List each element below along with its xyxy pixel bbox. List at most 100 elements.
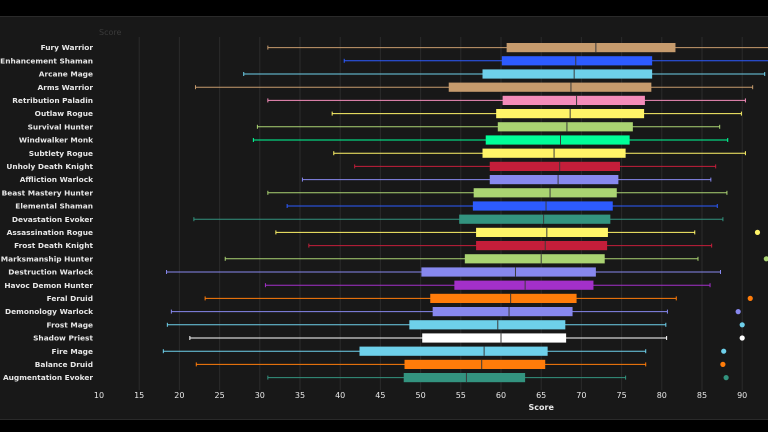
box-row: [286, 201, 718, 211]
box-row: [193, 214, 724, 224]
x-tick-label: 75: [617, 391, 627, 400]
box-row: [256, 122, 721, 132]
faded-title: Score: [99, 28, 121, 37]
box-row: [252, 135, 729, 145]
box-row: [243, 69, 766, 79]
box-iqr: [359, 346, 548, 356]
box-iqr: [403, 373, 526, 383]
x-axis-ticks: 10 15 20 25 30 35 40 45 50 55 60 65 70 75 80 85 90: [94, 391, 747, 400]
category-label: Fire Mage: [52, 347, 93, 356]
box-row: [267, 95, 746, 105]
category-label: Balance Druid: [35, 360, 93, 369]
box-iqr: [482, 69, 653, 79]
box-iqr: [506, 43, 676, 53]
category-label: Windwalker Monk: [19, 136, 94, 145]
category-label: Marksmanship Hunter: [1, 254, 94, 263]
x-tick-label: 70: [576, 391, 586, 400]
category-label: Retribution Paladin: [12, 96, 93, 105]
box-row: [162, 346, 727, 356]
box-row: [308, 241, 713, 251]
box-iqr: [476, 241, 608, 251]
outlier-point: [763, 256, 768, 262]
x-tick-label: 85: [697, 391, 707, 400]
x-tick-label: 60: [496, 391, 506, 400]
outlier-point: [747, 295, 753, 301]
box-iqr: [454, 280, 594, 290]
box-iqr: [422, 333, 567, 343]
category-label: Enhancement Shaman: [0, 56, 93, 65]
x-axis-title: Score: [529, 403, 555, 412]
box-iqr: [502, 95, 645, 105]
box-iqr: [421, 267, 596, 277]
outlier-point: [739, 322, 745, 328]
box-iqr: [409, 320, 566, 330]
x-tick-label: 65: [536, 391, 546, 400]
category-label: Augmentation Evoker: [3, 373, 93, 382]
category-label: Havoc Demon Hunter: [4, 281, 93, 290]
box-row: [267, 188, 728, 198]
category-label: Shadow Priest: [33, 334, 93, 343]
x-tick-label: 90: [737, 391, 747, 400]
x-tick-label: 25: [215, 391, 225, 400]
category-label: Arcane Mage: [39, 70, 93, 79]
box-row: [333, 148, 746, 158]
box-iqr: [501, 56, 653, 66]
box-row: [224, 254, 768, 264]
x-tick-label: 10: [94, 391, 104, 400]
box-iqr: [476, 227, 608, 237]
box-iqr: [473, 188, 617, 198]
x-tick-label: 50: [416, 391, 426, 400]
box-iqr: [497, 122, 633, 132]
category-label: Fury Warrior: [41, 43, 94, 52]
plot-panel: Score Fury Warrior Enhancement Shaman Arca…: [0, 16, 768, 420]
box-plot-chart: Score Fury Warrior Enhancement Shaman Arca…: [0, 28, 768, 412]
outlier-point: [721, 348, 727, 354]
box-iqr: [432, 307, 573, 317]
box-row: [195, 359, 726, 369]
category-label: Destruction Warlock: [8, 268, 94, 277]
box-iqr: [464, 254, 605, 264]
box-row: [194, 82, 754, 92]
x-tick-label: 35: [295, 391, 305, 400]
category-label: Assassination Rogue: [7, 228, 93, 237]
category-label: Arms Warrior: [38, 83, 94, 92]
x-tick-label: 40: [335, 391, 345, 400]
category-label: Affliction Warlock: [20, 175, 94, 184]
box-row: [166, 267, 721, 277]
box-iqr: [489, 161, 620, 171]
category-label: Unholy Death Knight: [6, 162, 93, 171]
box-row: [343, 56, 768, 66]
x-tick-label: 15: [134, 391, 144, 400]
box-row: [204, 293, 753, 303]
x-tick-label: 30: [255, 391, 265, 400]
category-label: Survival Hunter: [28, 122, 94, 131]
box-row: [354, 161, 717, 171]
box-iqr: [485, 135, 630, 145]
outlier-point: [720, 361, 726, 367]
category-label: Feral Druid: [47, 294, 93, 303]
box-iqr: [472, 201, 613, 211]
box-row: [264, 280, 711, 290]
category-label: Elemental Shaman: [15, 202, 93, 211]
category-label: Demonology Warlock: [5, 307, 94, 316]
x-tick-label: 80: [657, 391, 667, 400]
x-tick-label: 20: [174, 391, 184, 400]
category-label: Frost Death Knight: [14, 241, 93, 250]
box-iqr: [404, 359, 546, 369]
x-tick-label: 55: [456, 391, 466, 400]
outlier-point: [754, 229, 761, 235]
box-row: [331, 109, 742, 119]
x-tick-label: 45: [375, 391, 385, 400]
outlier-point: [735, 309, 741, 315]
category-label: Beast Mastery Hunter: [2, 188, 94, 197]
category-label: Outlaw Rogue: [35, 109, 93, 118]
box-row: [166, 320, 745, 330]
box-row: [170, 307, 741, 317]
boxes: [162, 43, 768, 383]
category-labels: Fury Warrior Enhancement Shaman Arcane Mag…: [0, 43, 94, 382]
box-iqr: [430, 293, 577, 303]
category-label: Devastation Evoker: [12, 215, 94, 224]
outlier-point: [739, 335, 745, 341]
box-iqr: [448, 82, 652, 92]
